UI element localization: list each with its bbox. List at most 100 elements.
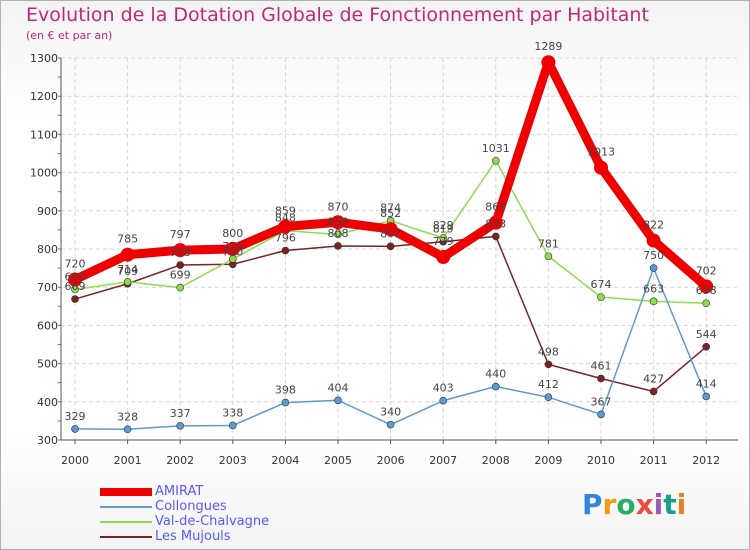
y-tick-label: 1000 bbox=[30, 167, 58, 180]
x-tick-label: 2008 bbox=[482, 454, 510, 467]
point-amirat bbox=[436, 250, 451, 265]
data-label-collongues: 750 bbox=[643, 249, 664, 262]
data-label-val-de-chalvagne: 658 bbox=[696, 284, 717, 297]
y-tick-label: 1300 bbox=[30, 52, 58, 65]
series-group bbox=[68, 55, 714, 434]
point-collongues bbox=[176, 422, 184, 430]
legend-swatch-les-mujouls bbox=[100, 536, 152, 538]
point-val-de-chalvagne bbox=[334, 230, 342, 239]
point-les-mujouls bbox=[386, 242, 395, 251]
point-collongues bbox=[439, 396, 448, 405]
data-label-amirat: 785 bbox=[117, 233, 138, 246]
x-tick-label: 2011 bbox=[640, 454, 668, 467]
data-labels: 669 709 758 760 796 808 807 819 833 498 461 427 544 6… bbox=[65, 40, 717, 423]
data-label-collongues: 338 bbox=[222, 406, 243, 419]
axes bbox=[58, 57, 738, 444]
logo-letter: i bbox=[676, 488, 687, 521]
data-label-val-de-chalvagne: 674 bbox=[591, 278, 612, 291]
legend-swatch-amirat bbox=[100, 488, 152, 496]
data-label-val-de-chalvagne: 699 bbox=[170, 269, 191, 282]
point-les-mujouls bbox=[491, 232, 500, 241]
point-amirat bbox=[173, 243, 188, 258]
point-amirat bbox=[278, 219, 293, 234]
data-label-collongues: 403 bbox=[433, 382, 454, 395]
logo-letter: P bbox=[582, 488, 603, 521]
x-tick-label: 2000 bbox=[61, 454, 89, 467]
chart-title: Evolution de la Dotation Globale de Fonc… bbox=[26, 4, 649, 26]
point-val-de-chalvagne bbox=[439, 234, 448, 242]
x-tick-label: 2002 bbox=[166, 454, 194, 467]
data-label-val-de-chalvagne: 874 bbox=[380, 202, 401, 215]
data-label-les-mujouls: 461 bbox=[591, 359, 612, 372]
point-collongues bbox=[702, 392, 711, 401]
data-label-collongues: 328 bbox=[117, 410, 138, 423]
data-label-les-mujouls: 760 bbox=[222, 245, 243, 258]
data-label-val-de-chalvagne: 829 bbox=[433, 219, 454, 232]
point-amirat bbox=[225, 242, 240, 256]
point-les-mujouls bbox=[281, 246, 290, 255]
data-label-amirat: 702 bbox=[696, 264, 717, 277]
point-val-de-chalvagne bbox=[649, 297, 658, 306]
data-label-collongues: 367 bbox=[591, 395, 612, 408]
data-label-val-de-chalvagne: 694 bbox=[65, 270, 86, 283]
point-les-mujouls bbox=[544, 360, 553, 369]
y-tick-label: 700 bbox=[37, 281, 58, 294]
data-label-val-de-chalvagne: 714 bbox=[117, 263, 138, 276]
y-tick-label: 400 bbox=[37, 396, 58, 409]
chart-subtitle: (en € et par an) bbox=[26, 29, 113, 42]
point-les-mujouls bbox=[649, 387, 658, 396]
x-tick-label: 2001 bbox=[114, 454, 142, 467]
point-les-mujouls bbox=[597, 374, 605, 383]
data-label-amirat: 800 bbox=[222, 227, 243, 240]
point-les-mujouls bbox=[71, 295, 79, 303]
point-amirat bbox=[383, 222, 398, 237]
y-axis-ticks: 300 400 500 600 700 800 900 1000 1100 1200 1300 bbox=[30, 52, 58, 447]
point-val-de-chalvagne bbox=[702, 299, 711, 308]
y-tick-label: 300 bbox=[37, 434, 58, 447]
x-tick-label: 2003 bbox=[219, 454, 247, 467]
point-collongues bbox=[123, 425, 132, 434]
point-collongues bbox=[544, 393, 553, 402]
data-label-amirat: 1013 bbox=[587, 146, 615, 159]
legend-swatch-collongues bbox=[100, 506, 152, 508]
x-tick-label: 2010 bbox=[587, 454, 615, 467]
point-amirat bbox=[488, 215, 503, 230]
legend-label-collongues: Collongues bbox=[155, 499, 227, 514]
logo-letter: t bbox=[663, 488, 677, 521]
data-label-les-mujouls: 758 bbox=[170, 246, 191, 259]
legend-label-val-de-chalvagne: Val-de-Chalvagne bbox=[155, 514, 270, 529]
logo-letter: r bbox=[602, 488, 617, 521]
point-collongues bbox=[71, 425, 79, 433]
data-label-val-de-chalvagne: 781 bbox=[538, 237, 559, 250]
logo-letter: o bbox=[616, 488, 636, 521]
y-tick-label: 800 bbox=[37, 243, 58, 256]
point-val-de-chalvagne bbox=[491, 156, 500, 165]
data-label-collongues: 412 bbox=[538, 378, 559, 391]
data-label-amirat: 779 bbox=[433, 235, 454, 248]
x-axis-ticks: 2000 2001 2002 2003 2004 2005 2006 2007 2008 2009… bbox=[61, 454, 720, 467]
data-label-collongues: 398 bbox=[275, 384, 296, 397]
data-label-collongues: 414 bbox=[696, 377, 717, 390]
point-amirat bbox=[120, 247, 135, 262]
x-tick-label: 2006 bbox=[377, 454, 405, 467]
point-collongues bbox=[229, 421, 237, 430]
x-tick-label: 2005 bbox=[324, 454, 352, 467]
x-tick-label: 2007 bbox=[429, 454, 457, 467]
point-les-mujouls bbox=[176, 261, 184, 269]
data-label-les-mujouls: 669 bbox=[65, 280, 86, 293]
data-label-val-de-chalvagne: 1031 bbox=[482, 142, 510, 155]
proxiti-logo: Proxiti bbox=[582, 488, 686, 521]
logo-letter: x bbox=[635, 488, 654, 521]
point-les-mujouls bbox=[334, 242, 342, 250]
data-label-collongues: 340 bbox=[380, 406, 401, 419]
data-label-amirat: 870 bbox=[328, 200, 349, 213]
data-label-amirat: 720 bbox=[65, 258, 86, 271]
point-collongues bbox=[281, 398, 290, 407]
data-label-amirat: 797 bbox=[170, 228, 191, 241]
data-label-val-de-chalvagne: 774 bbox=[222, 240, 243, 253]
point-amirat bbox=[68, 272, 82, 287]
legend-label-les-mujouls: Les Mujouls bbox=[155, 529, 231, 544]
point-collongues bbox=[597, 410, 605, 419]
